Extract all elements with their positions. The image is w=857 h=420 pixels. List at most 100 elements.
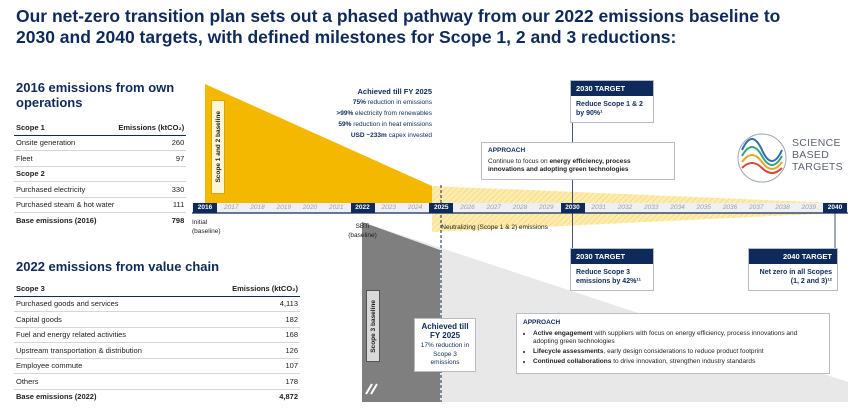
table-cell: Fleet bbox=[14, 150, 117, 167]
achieved-list: 75% reduction in emissions >99% electrici… bbox=[300, 97, 432, 141]
table-cell: Purchased goods and services bbox=[14, 296, 200, 312]
year-label: 2034 bbox=[670, 204, 685, 211]
achieved-text: capex invested bbox=[388, 132, 432, 139]
table-row: Base emissions (2016) 798 bbox=[14, 212, 187, 228]
target-2030-scope12: 2030 TARGET Reduce Scope 1 & 2 by 90%¹ bbox=[570, 80, 654, 123]
achieved-text: reduction in emissions bbox=[367, 99, 432, 106]
achieved-text: 17% reduction in Scope 3 emissions bbox=[420, 342, 470, 366]
approach-heading: APPROACH bbox=[523, 319, 561, 326]
year-label: 2035 bbox=[696, 204, 711, 211]
year-label: 2017 bbox=[224, 204, 239, 211]
table-row: Onsite generation 260 bbox=[14, 135, 187, 151]
table-cell: Upstream transportation & distribution bbox=[14, 342, 200, 359]
value-chain-heading: 2022 emissions from value chain bbox=[16, 259, 220, 274]
table-cell: 168 bbox=[199, 327, 300, 343]
table-row: Purchased electricity 330 bbox=[14, 181, 187, 198]
table-cell: Emissions (ktCO₂) bbox=[199, 281, 300, 297]
year-label: 2038 bbox=[775, 204, 790, 211]
table-cell: Base emissions (2016) bbox=[14, 212, 117, 228]
logo-mark bbox=[737, 133, 787, 183]
table-cell: 182 bbox=[199, 311, 300, 328]
table-cell: Purchased electricity bbox=[14, 181, 117, 198]
table-cell: Base emissions (2022) bbox=[14, 388, 200, 404]
achieved-scope12: Achieved till FY 2025 75% reduction in e… bbox=[300, 86, 432, 141]
year-label: 2037 bbox=[749, 204, 764, 211]
approach-scope3: APPROACH Active engagement with supplier… bbox=[516, 313, 830, 374]
year-label: 2022 bbox=[350, 203, 375, 213]
achieved-figure: USD ~233m bbox=[350, 132, 387, 139]
own-operations-heading: 2016 emissions from own operations bbox=[16, 80, 175, 110]
achieved-figure: 75% bbox=[352, 99, 366, 106]
table-cell: 178 bbox=[199, 373, 300, 390]
year-label: 2016 bbox=[193, 203, 217, 213]
table-row: Scope 3 Emissions (ktCO₂) bbox=[14, 281, 300, 297]
sbt-logo: SCIENCE BASED TARGETS bbox=[792, 137, 843, 173]
scope12-area bbox=[205, 84, 432, 203]
table-cell: 330 bbox=[116, 181, 187, 198]
table-row: Fuel and energy related activities 168 bbox=[14, 327, 300, 343]
approach-heading: APPROACH bbox=[488, 147, 526, 154]
approach-text: , early design considerations to reduce … bbox=[603, 348, 764, 355]
year-label: 2025 bbox=[429, 203, 454, 213]
achieved-figure: 59% bbox=[338, 121, 352, 128]
year-label: 2040 bbox=[823, 203, 847, 213]
approach-text: Continue to focus on energy efficiency, … bbox=[488, 158, 668, 175]
approach-scope12: APPROACH Continue to focus on energy eff… bbox=[481, 142, 675, 180]
scope3-label: Scope 3 baseline bbox=[369, 299, 377, 353]
approach-bold: Active engagement bbox=[533, 330, 593, 337]
approach-item: Continued collaborations to drive innova… bbox=[533, 358, 823, 366]
own-operations-table: Scope 1 Emissions (ktCO₂) Onsite generatio… bbox=[14, 120, 187, 228]
value-chain-table: Scope 3 Emissions (ktCO₂) Purchased goods … bbox=[14, 281, 300, 404]
year-label: 2029 bbox=[539, 204, 554, 211]
table-row: Employee commute 107 bbox=[14, 358, 300, 374]
table-row: Base emissions (2022) 4,872 bbox=[14, 388, 300, 404]
year-label: 2021 bbox=[329, 204, 344, 211]
table-cell: 4,113 bbox=[199, 296, 300, 312]
target-heading: 2030 TARGET bbox=[571, 249, 653, 264]
year-label: 2018 bbox=[250, 204, 265, 211]
approach-item: Lifecycle assessments, early design cons… bbox=[533, 348, 823, 356]
achieved-text: electricity from renewables bbox=[355, 110, 432, 117]
year-label: 2024 bbox=[407, 204, 423, 211]
year-note: Initial (baseline) bbox=[192, 219, 221, 235]
scope12-label-box: Scope 1 and 2 baseline bbox=[211, 100, 225, 194]
target-2040: 2040 TARGET Net zero in all Scopes (1, 2… bbox=[748, 248, 838, 291]
table-cell: 4,872 bbox=[199, 388, 300, 404]
target-text: Reduce Scope 3 emissions by 42%¹¹ bbox=[576, 269, 641, 285]
achieved-item: >99% electricity from renewables bbox=[300, 108, 432, 119]
achieved-item: 75% reduction in emissions bbox=[300, 97, 432, 108]
year-note: SBTi (baseline) bbox=[348, 223, 377, 239]
logo-word: BASED bbox=[792, 149, 830, 161]
year-label: 2023 bbox=[381, 204, 396, 211]
page-title: Our net-zero transition plan sets out a … bbox=[16, 6, 781, 47]
year-label: 2026 bbox=[460, 204, 475, 211]
target-2030-scope3: 2030 TARGET Reduce Scope 3 emissions by … bbox=[570, 248, 654, 291]
year-label: 2028 bbox=[512, 204, 528, 211]
table-cell: Emissions (ktCO₂) bbox=[116, 120, 187, 136]
scope3-label-box: Scope 3 baseline bbox=[366, 290, 380, 362]
approach-text: to drive innovation, strengthen industry… bbox=[613, 358, 756, 365]
achieved-figure: >99% bbox=[336, 110, 354, 117]
table-cell: 107 bbox=[199, 358, 300, 374]
logo-word: TARGETS bbox=[792, 161, 843, 173]
table-cell: Scope 2 bbox=[14, 166, 187, 182]
logo-word: SCIENCE bbox=[792, 137, 841, 149]
timeline-bar bbox=[192, 203, 848, 213]
table-cell: Employee commute bbox=[14, 358, 200, 374]
target-text: Reduce Scope 1 & 2 by 90%¹ bbox=[576, 101, 643, 117]
achieved-heading: Achieved till FY 2025 bbox=[421, 322, 469, 340]
table-cell: 111 bbox=[116, 197, 187, 213]
table-cell: Scope 1 bbox=[14, 120, 117, 136]
table-cell: 97 bbox=[116, 150, 187, 167]
table-cell: 798 bbox=[116, 212, 187, 228]
table-cell: Purchased steam & hot water bbox=[14, 197, 117, 213]
approach-text: with suppliers with focus on energy effi… bbox=[533, 330, 798, 345]
year-label: 2030 bbox=[560, 203, 585, 213]
table-row: Upstream transportation & distribution 12… bbox=[14, 342, 300, 359]
year-label: 2033 bbox=[644, 204, 659, 211]
target-heading: 2030 TARGET bbox=[571, 81, 653, 96]
year-label: 2039 bbox=[801, 204, 816, 211]
approach-bold: Lifecycle assessments bbox=[533, 348, 604, 355]
approach-list: Active engagement with suppliers with fo… bbox=[523, 330, 823, 366]
table-row: Capital goods 182 bbox=[14, 311, 300, 328]
